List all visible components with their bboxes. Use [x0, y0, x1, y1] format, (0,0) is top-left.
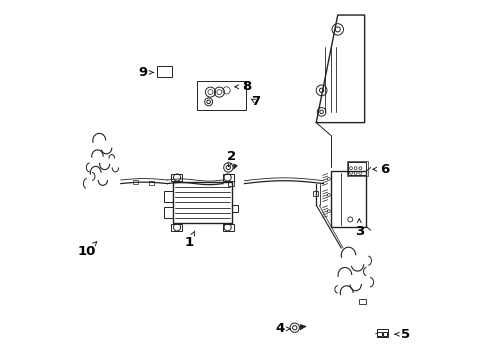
Polygon shape [300, 324, 305, 330]
Bar [376, 332, 381, 336]
Bar [312, 192, 318, 196]
Bar [133, 180, 137, 184]
Text: 2: 2 [227, 150, 236, 166]
Bar [163, 207, 173, 218]
Bar [197, 81, 245, 110]
Bar [359, 300, 365, 304]
Text: 6: 6 [372, 163, 388, 176]
Text: 10: 10 [78, 242, 97, 258]
Bar [227, 181, 234, 186]
Polygon shape [233, 164, 237, 169]
Bar [172, 182, 231, 223]
Bar [223, 174, 234, 181]
Text: 7: 7 [250, 95, 259, 108]
Bar [170, 174, 182, 181]
Text: 3: 3 [354, 219, 363, 238]
Bar [348, 162, 366, 175]
Bar [382, 332, 386, 336]
Text: 8: 8 [234, 80, 251, 93]
Text: 5: 5 [394, 328, 409, 341]
Bar [223, 224, 234, 231]
Bar [231, 205, 238, 212]
Bar [163, 191, 173, 202]
Bar [157, 66, 172, 77]
Text: 4: 4 [274, 322, 290, 335]
Bar [376, 329, 387, 337]
Text: 9: 9 [139, 66, 153, 79]
Text: 1: 1 [184, 231, 194, 249]
Bar [330, 171, 366, 226]
Bar [149, 181, 153, 185]
Bar [346, 161, 367, 176]
Bar [170, 224, 182, 231]
